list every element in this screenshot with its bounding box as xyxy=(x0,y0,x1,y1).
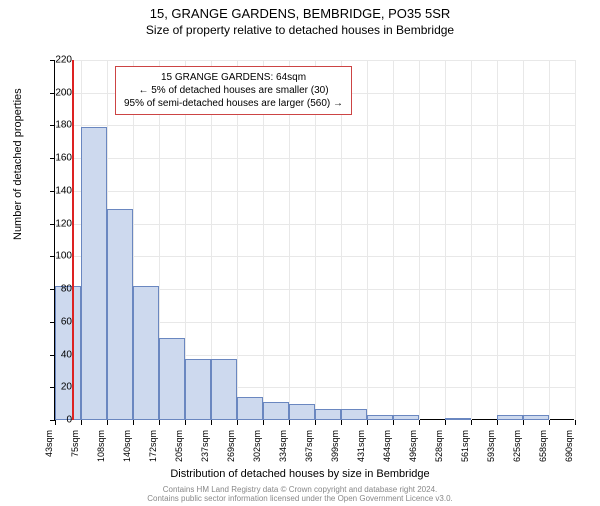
gridline-v xyxy=(549,60,550,420)
xtick-label: 205sqm xyxy=(174,430,184,480)
xtick-mark xyxy=(497,420,498,425)
gridline-v xyxy=(471,60,472,420)
xtick-mark xyxy=(133,420,134,425)
bar xyxy=(211,359,237,420)
xtick-label: 625sqm xyxy=(512,430,522,480)
bar xyxy=(159,338,185,420)
xtick-mark xyxy=(419,420,420,425)
xtick-label: 43sqm xyxy=(44,430,54,480)
plot: 15 GRANGE GARDENS: 64sqm← 5% of detached… xyxy=(54,60,574,420)
xtick-label: 140sqm xyxy=(122,430,132,480)
bar xyxy=(263,402,289,420)
xtick-label: 496sqm xyxy=(408,430,418,480)
y-axis-label: Number of detached properties xyxy=(12,88,24,240)
ytick-label: 200 xyxy=(42,87,72,98)
marker-line xyxy=(72,60,74,420)
bar xyxy=(341,409,367,420)
xtick-mark xyxy=(549,420,550,425)
xtick-mark xyxy=(159,420,160,425)
ytick-label: 80 xyxy=(42,284,72,295)
bar xyxy=(237,397,263,420)
ytick-label: 100 xyxy=(42,251,72,262)
xtick-mark xyxy=(211,420,212,425)
chart-container: 15, GRANGE GARDENS, BEMBRIDGE, PO35 5SR … xyxy=(0,6,600,506)
xtick-label: 75sqm xyxy=(70,430,80,480)
info-line3: 95% of semi-detached houses are larger (… xyxy=(124,97,343,110)
bar xyxy=(289,404,315,420)
gridline-v xyxy=(497,60,498,420)
footer-line2: Contains public sector information licen… xyxy=(0,494,600,504)
xtick-label: 334sqm xyxy=(278,430,288,480)
gridline-v xyxy=(367,60,368,420)
gridline-v xyxy=(575,60,576,420)
ytick-label: 20 xyxy=(42,382,72,393)
xtick-mark xyxy=(185,420,186,425)
xtick-label: 431sqm xyxy=(356,430,366,480)
xtick-label: 172sqm xyxy=(148,430,158,480)
bar xyxy=(497,415,523,420)
info-box: 15 GRANGE GARDENS: 64sqm← 5% of detached… xyxy=(115,66,352,115)
bar xyxy=(315,409,341,420)
ytick-label: 120 xyxy=(42,218,72,229)
ytick-label: 0 xyxy=(42,415,72,426)
gridline-v xyxy=(419,60,420,420)
xtick-label: 658sqm xyxy=(538,430,548,480)
gridline-v xyxy=(393,60,394,420)
xtick-mark xyxy=(445,420,446,425)
xtick-label: 108sqm xyxy=(96,430,106,480)
xtick-mark xyxy=(341,420,342,425)
ytick-label: 160 xyxy=(42,153,72,164)
xtick-mark xyxy=(289,420,290,425)
xtick-mark xyxy=(575,420,576,425)
xtick-mark xyxy=(367,420,368,425)
xtick-label: 302sqm xyxy=(252,430,262,480)
bar xyxy=(445,418,471,420)
bar xyxy=(185,359,211,420)
bar xyxy=(107,209,133,420)
ytick-label: 140 xyxy=(42,185,72,196)
chart-subtitle: Size of property relative to detached ho… xyxy=(0,23,600,37)
info-line1: 15 GRANGE GARDENS: 64sqm xyxy=(124,71,343,84)
ytick-label: 60 xyxy=(42,316,72,327)
xtick-mark xyxy=(393,420,394,425)
xtick-mark xyxy=(471,420,472,425)
footer: Contains HM Land Registry data © Crown c… xyxy=(0,485,600,504)
footer-line1: Contains HM Land Registry data © Crown c… xyxy=(0,485,600,495)
xtick-mark xyxy=(523,420,524,425)
ytick-label: 220 xyxy=(42,55,72,66)
x-axis-label: Distribution of detached houses by size … xyxy=(0,468,600,480)
chart-title: 15, GRANGE GARDENS, BEMBRIDGE, PO35 5SR xyxy=(0,6,600,21)
xtick-label: 464sqm xyxy=(382,430,392,480)
ytick-label: 180 xyxy=(42,120,72,131)
xtick-label: 561sqm xyxy=(460,430,470,480)
xtick-mark xyxy=(107,420,108,425)
gridline-v xyxy=(445,60,446,420)
xtick-label: 269sqm xyxy=(226,430,236,480)
bar xyxy=(393,415,419,420)
xtick-label: 367sqm xyxy=(304,430,314,480)
bar xyxy=(367,415,393,420)
xtick-label: 528sqm xyxy=(434,430,444,480)
xtick-label: 593sqm xyxy=(486,430,496,480)
bar xyxy=(133,286,159,420)
xtick-mark xyxy=(81,420,82,425)
bar xyxy=(523,415,549,420)
info-line2: ← 5% of detached houses are smaller (30) xyxy=(124,84,343,97)
xtick-mark xyxy=(263,420,264,425)
xtick-mark xyxy=(315,420,316,425)
ytick-label: 40 xyxy=(42,349,72,360)
plot-area: 15 GRANGE GARDENS: 64sqm← 5% of detached… xyxy=(54,60,574,420)
xtick-mark xyxy=(237,420,238,425)
bar xyxy=(81,127,107,420)
gridline-v xyxy=(523,60,524,420)
xtick-label: 690sqm xyxy=(564,430,574,480)
xtick-label: 237sqm xyxy=(200,430,210,480)
xtick-label: 399sqm xyxy=(330,430,340,480)
